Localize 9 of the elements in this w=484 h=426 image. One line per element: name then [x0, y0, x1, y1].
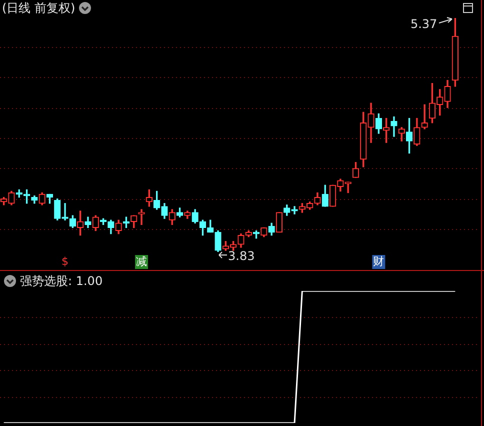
chart-title: (日线 前复权) [2, 1, 76, 15]
chart-title: 强势选股: 1.00 [20, 274, 103, 288]
text: 财 [373, 254, 384, 268]
annotation: 5.37 [410, 17, 438, 32]
text: 减 [136, 254, 148, 268]
text: $ [62, 254, 69, 268]
candlestick [421, 104, 428, 130]
candlestick [390, 116, 398, 137]
annotation: 3.83 [228, 249, 255, 264]
